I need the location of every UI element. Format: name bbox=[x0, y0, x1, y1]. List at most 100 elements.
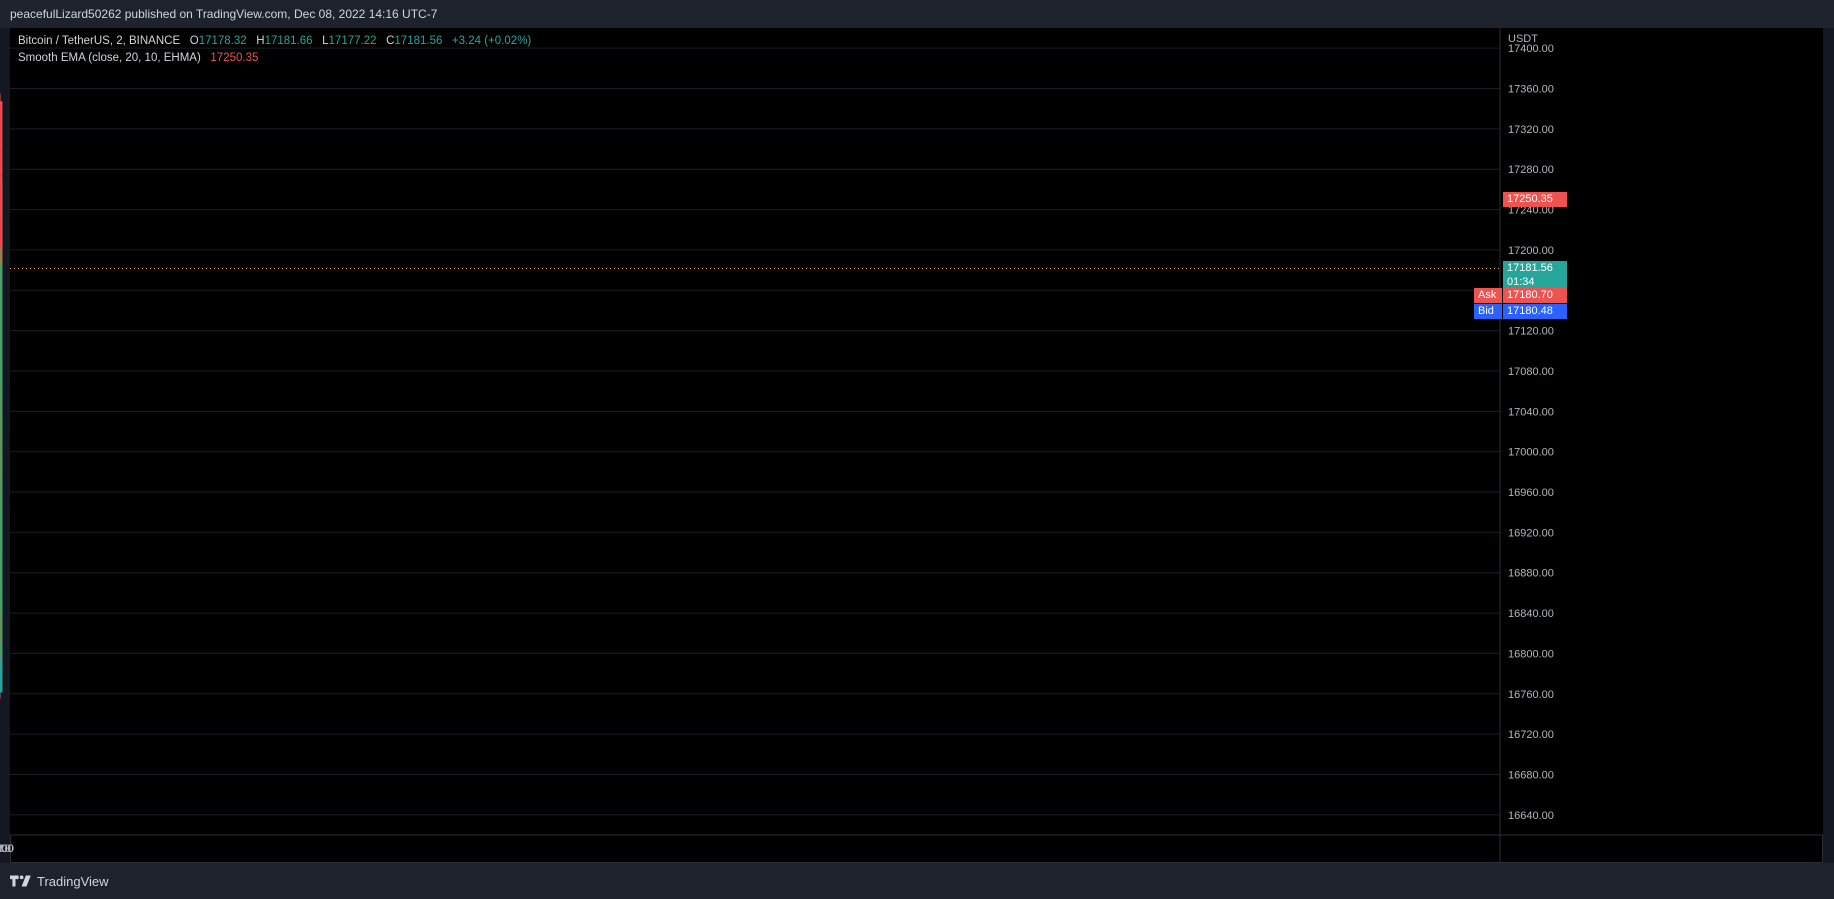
candle-body bbox=[0, 513, 3, 523]
price-tick-label: 17360.00 bbox=[1508, 84, 1554, 96]
candle-body bbox=[0, 633, 3, 640]
low-value: 17177.22 bbox=[328, 35, 377, 47]
time-tick-label: 12:00 bbox=[0, 843, 14, 855]
time-tick-label: 8 bbox=[0, 843, 3, 855]
candle-body bbox=[0, 483, 3, 485]
candle-body bbox=[0, 490, 3, 497]
ask-label-tag: Ask bbox=[1474, 287, 1502, 303]
candle-body bbox=[0, 614, 3, 620]
time-tick-label: 06:00 bbox=[0, 843, 14, 855]
price-tick-label: 17320.00 bbox=[1508, 124, 1554, 136]
candle-body bbox=[0, 247, 3, 265]
high-label: H bbox=[256, 35, 265, 47]
candle-body bbox=[0, 133, 3, 146]
time-tick-label: 7 bbox=[0, 843, 3, 855]
candle-body bbox=[0, 652, 3, 658]
price-tick-label: 17000.00 bbox=[1508, 447, 1554, 459]
candle-body bbox=[0, 506, 3, 512]
candle-body bbox=[0, 685, 3, 693]
candle-body bbox=[0, 476, 3, 484]
legend-indicator-row: Smooth EMA (close, 20, 10, EHMA) 17250.3… bbox=[18, 50, 531, 67]
candle-body bbox=[0, 531, 3, 555]
candle-body bbox=[0, 157, 3, 163]
candle-body bbox=[0, 554, 3, 573]
indicator-name[interactable]: Smooth EMA (close, 20, 10, EHMA) bbox=[18, 52, 201, 64]
candle-body bbox=[0, 467, 3, 477]
legend-symbol-row: Bitcoin / TetherUS, 2, BINANCE O17178.32… bbox=[18, 33, 531, 50]
price-tick-label: 16640.00 bbox=[1508, 810, 1554, 822]
open-label: O bbox=[189, 35, 199, 47]
candle-body bbox=[0, 522, 3, 532]
candle-body bbox=[0, 657, 3, 668]
time-tick-label: 18:0 bbox=[0, 843, 11, 855]
price-tick-label: 16840.00 bbox=[1508, 608, 1554, 620]
price-tick-label: 17080.00 bbox=[1508, 366, 1554, 378]
candle-body bbox=[0, 101, 3, 103]
candle-body bbox=[0, 496, 3, 507]
footer-brand[interactable]: TradingView bbox=[37, 873, 109, 889]
price-tick-label: 16720.00 bbox=[1508, 729, 1554, 741]
price-tick-label: 17280.00 bbox=[1508, 164, 1554, 176]
time-tick-label: 18:00 bbox=[0, 843, 14, 855]
candle-body bbox=[0, 162, 3, 175]
candle-body bbox=[0, 630, 3, 634]
price-tick-label: 16880.00 bbox=[1508, 568, 1554, 580]
candle-body bbox=[0, 589, 3, 602]
candle-body bbox=[0, 679, 3, 686]
candle-body bbox=[0, 642, 3, 648]
price-tick-label: 17200.00 bbox=[1508, 245, 1554, 257]
candle-body bbox=[0, 204, 3, 208]
time-tick-label: 18:00 bbox=[0, 843, 14, 855]
bar-countdown: 01:34 bbox=[1507, 275, 1535, 288]
candle-body bbox=[0, 461, 3, 468]
candle-body bbox=[0, 190, 3, 205]
candle-series bbox=[0, 93, 3, 699]
time-tick-label: 12:00 bbox=[0, 843, 14, 855]
time-tick-label: 6 bbox=[0, 843, 3, 855]
candle-body bbox=[0, 607, 3, 610]
candle-body bbox=[0, 124, 3, 134]
chart-legend: Bitcoin / TetherUS, 2, BINANCE O17178.32… bbox=[18, 33, 531, 67]
candle-body bbox=[0, 618, 3, 624]
time-tick-label: 18:00 bbox=[0, 843, 14, 855]
price-axis-currency: USDT bbox=[1508, 33, 1538, 45]
time-tick-label: 12:00 bbox=[0, 843, 14, 855]
time-tick-label: 06:00 bbox=[0, 843, 14, 855]
price-tick-label: 16680.00 bbox=[1508, 769, 1554, 781]
price-tick-label: 16960.00 bbox=[1508, 487, 1554, 499]
candle-body bbox=[0, 222, 3, 248]
tradingview-logo-icon bbox=[10, 875, 31, 887]
candle-body bbox=[0, 148, 3, 158]
candle-body bbox=[0, 387, 3, 432]
plot-background bbox=[10, 28, 1823, 835]
symbol-name[interactable]: Bitcoin / TetherUS, 2, BINANCE bbox=[18, 35, 181, 47]
time-tick-label: 06:00 bbox=[0, 843, 14, 855]
indicator-value: 17250.35 bbox=[210, 52, 259, 64]
candle-body bbox=[0, 174, 3, 176]
candle-body bbox=[0, 142, 3, 149]
candle-body bbox=[0, 117, 3, 125]
candle-body bbox=[0, 572, 3, 590]
candle-body bbox=[0, 601, 3, 608]
candle-body bbox=[0, 646, 3, 655]
candle-body bbox=[0, 102, 3, 118]
price-tick-label: 16760.00 bbox=[1508, 689, 1554, 701]
time-tick-label: 12:00 bbox=[0, 843, 14, 855]
price-tick-label: 17120.00 bbox=[1508, 326, 1554, 338]
high-value: 17181.66 bbox=[264, 35, 313, 47]
published-header: peacefulLizard50262 published on Trading… bbox=[0, 0, 1834, 28]
change-value: +3.24 (+0.02%) bbox=[451, 35, 532, 47]
candle-body bbox=[0, 291, 3, 388]
candle-body bbox=[0, 431, 3, 464]
last-price-value: 17181.56 bbox=[1507, 261, 1553, 274]
last-price-tag: 17181.56 01:34 bbox=[1503, 260, 1567, 289]
candle-body bbox=[0, 609, 3, 617]
price-tick-label: 16920.00 bbox=[1508, 527, 1554, 539]
bid-price-tag: 17180.48 bbox=[1503, 304, 1567, 320]
candle-body bbox=[0, 668, 3, 680]
close-label: C bbox=[386, 35, 395, 47]
price-tick-label: 17040.00 bbox=[1508, 406, 1554, 418]
candle-body bbox=[0, 180, 3, 193]
price-tick-label: 17240.00 bbox=[1508, 205, 1554, 217]
